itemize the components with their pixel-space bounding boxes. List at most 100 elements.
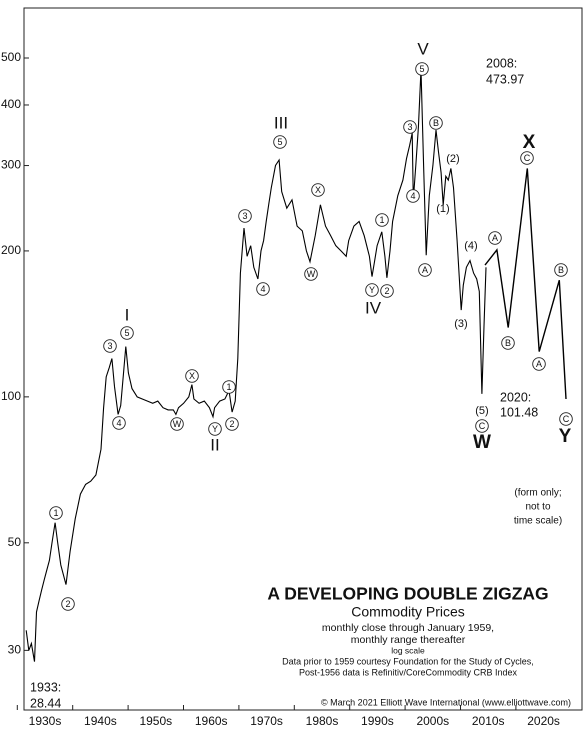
wave-label: A xyxy=(492,233,498,243)
wave-circle xyxy=(311,183,325,197)
x-tick-label: 1940s xyxy=(84,714,117,728)
x-tick-label: 1980s xyxy=(306,714,339,728)
wave-label: 2 xyxy=(384,286,389,296)
wave-label: C xyxy=(524,153,531,163)
major-label: I xyxy=(125,305,130,324)
price-line xyxy=(484,168,567,400)
wave-label: Y xyxy=(369,285,375,295)
degree-label: (1) xyxy=(436,203,449,215)
wave-label: W xyxy=(307,269,316,279)
wave-label: 1 xyxy=(53,508,58,518)
chart-title: A DEVELOPING DOUBLE ZIGZAG xyxy=(267,584,548,604)
wave-label: 4 xyxy=(116,418,121,428)
wave-circle xyxy=(273,135,287,149)
wave-circle xyxy=(415,62,429,76)
wave-circle xyxy=(256,282,270,296)
form-note: not to xyxy=(525,502,550,513)
y-tick-label: 100 xyxy=(1,389,21,403)
wave-circle xyxy=(488,231,502,245)
wave-circle xyxy=(208,422,222,436)
major-label: X xyxy=(523,132,536,153)
wave-label: Y xyxy=(212,424,218,434)
wave-circle xyxy=(61,597,75,611)
wave-circle xyxy=(120,326,134,340)
note: Post-1956 data is Refinitiv/CoreCommodit… xyxy=(299,667,518,677)
wave-label: 4 xyxy=(410,191,415,201)
wave-label: A xyxy=(422,265,428,275)
note: monthly range thereafter xyxy=(351,634,466,646)
x-tick-label: 2000s xyxy=(416,714,449,728)
note: Data prior to 1959 courtesy Foundation f… xyxy=(282,656,534,666)
degree-label: (4) xyxy=(464,240,477,252)
wave-circle xyxy=(375,213,389,227)
wave-label: 5 xyxy=(277,137,282,147)
x-tick-label: 2020s xyxy=(527,714,560,728)
x-tick-label: 1960s xyxy=(195,714,228,728)
major-label: V xyxy=(417,39,429,58)
wave-label: 1 xyxy=(379,215,384,225)
wave-circle xyxy=(238,209,252,223)
wave-label: B xyxy=(558,265,564,275)
x-tick-label: 1970s xyxy=(250,714,283,728)
wave-circle xyxy=(418,263,432,277)
wave-label: W xyxy=(173,419,182,429)
major-label: W xyxy=(473,432,491,453)
wave-circle xyxy=(559,412,573,426)
y-tick-label: 400 xyxy=(1,97,21,111)
x-tick-label: 1990s xyxy=(361,714,394,728)
form-note: time scale) xyxy=(514,516,562,527)
degree-label: (5) xyxy=(475,405,488,417)
wave-label: 1 xyxy=(226,382,231,392)
y-tick-label: 50 xyxy=(8,535,22,549)
point-label: 2008: xyxy=(486,56,517,70)
wave-circle xyxy=(49,506,63,520)
wave-circle xyxy=(501,336,515,350)
wave-circle xyxy=(380,284,394,298)
note: monthly close through January 1959, xyxy=(322,622,494,634)
wave-label: C xyxy=(479,421,486,431)
wave-circle xyxy=(365,283,379,297)
wave-circle xyxy=(475,419,489,433)
wave-label: 3 xyxy=(407,122,412,132)
wave-label: X xyxy=(189,371,195,381)
y-tick-label: 200 xyxy=(1,243,21,257)
wave-circle xyxy=(185,369,199,383)
wave-circle xyxy=(403,120,417,134)
wave-label: A xyxy=(536,359,542,369)
wave-circle xyxy=(304,267,318,281)
wave-circle xyxy=(520,151,534,165)
wave-circle xyxy=(222,380,236,394)
wave-label: B xyxy=(505,338,511,348)
wave-label: 5 xyxy=(124,328,129,338)
wave-label: B xyxy=(433,118,439,128)
wave-circle xyxy=(429,116,443,130)
wave-circle xyxy=(170,417,184,431)
y-tick-label: 30 xyxy=(8,643,22,657)
wave-circle xyxy=(103,339,117,353)
wave-label: 2 xyxy=(229,419,234,429)
degree-label: (3) xyxy=(454,318,467,330)
chart-subtitle: Commodity Prices xyxy=(351,604,465,620)
wave-circle xyxy=(554,263,568,277)
point-label: 473.97 xyxy=(486,72,524,86)
wave-label: 3 xyxy=(107,341,112,351)
price-line xyxy=(25,69,487,662)
wave-label: 4 xyxy=(260,284,265,294)
x-tick-label: 2010s xyxy=(472,714,505,728)
point-label: 1933: xyxy=(30,680,61,694)
note: log scale xyxy=(391,645,425,655)
x-tick-label: 1930s xyxy=(29,714,62,728)
wave-circle xyxy=(225,417,239,431)
wave-label: 3 xyxy=(242,211,247,221)
major-label: Y xyxy=(559,426,572,447)
major-label: III xyxy=(274,113,288,132)
plot-frame xyxy=(23,7,583,711)
point-label: 2020: xyxy=(500,390,531,404)
y-tick-label: 300 xyxy=(1,158,21,172)
wave-circle xyxy=(532,357,546,371)
major-label: IV xyxy=(365,298,382,317)
wave-circle xyxy=(406,189,420,203)
copyright: © March 2021 Elliott Wave International … xyxy=(321,697,571,707)
